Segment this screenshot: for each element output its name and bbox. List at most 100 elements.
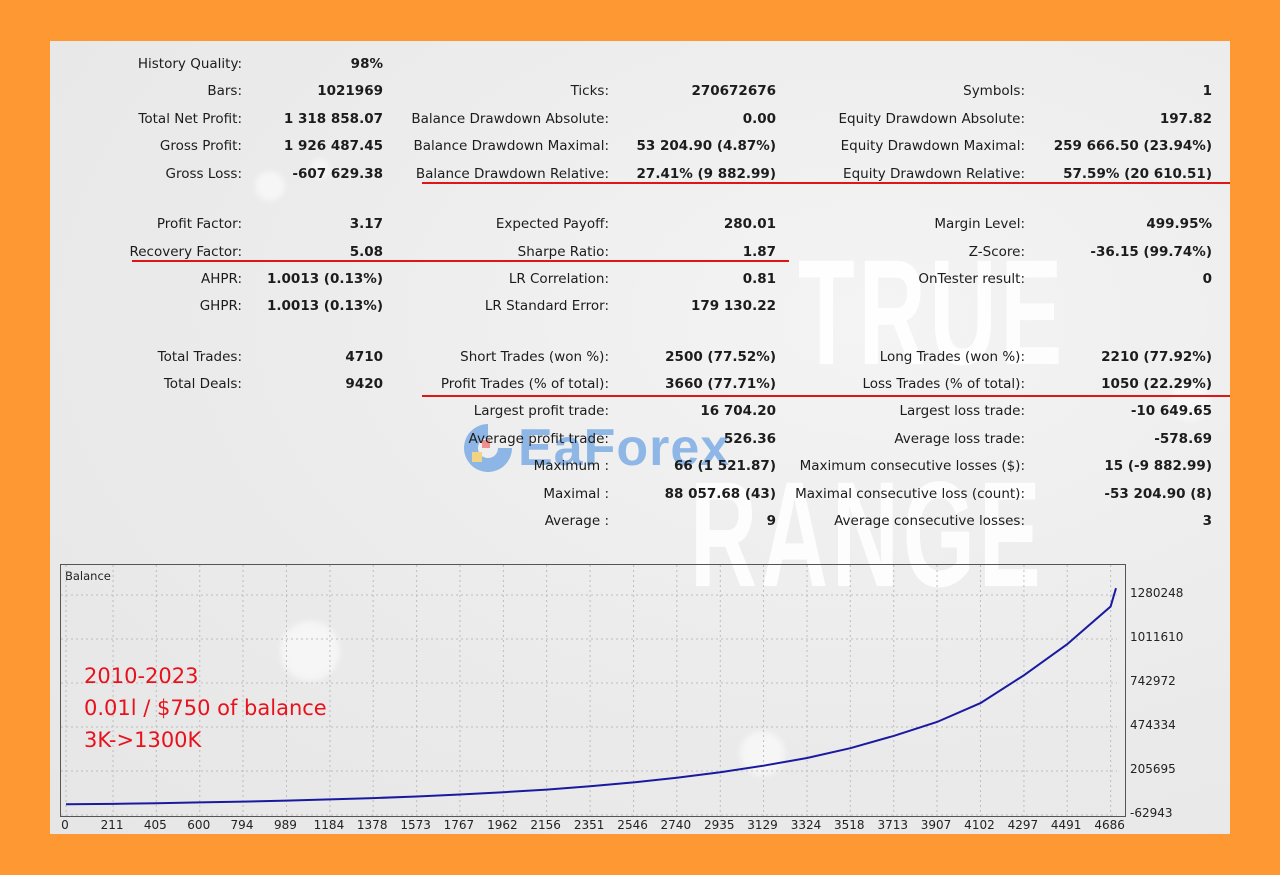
x-axis-tick-label: 1767 (443, 818, 475, 832)
stat-label: Loss Trades (% of total): (862, 376, 1025, 392)
stat-label: Balance Drawdown Absolute: (411, 111, 609, 127)
stat-label: Average profit trade: (468, 431, 609, 447)
highlight-underline-drawdown-relative (422, 182, 1230, 184)
stat-value: 1.0013 (0.13%) (267, 271, 383, 287)
highlight-underline-recovery-sharpe (132, 260, 789, 262)
highlight-underline-trades (422, 395, 1230, 397)
balance-chart: Balance (60, 564, 1126, 817)
stat-label: Average : (544, 513, 609, 529)
stat-label: Balance Drawdown Maximal: (413, 138, 610, 154)
x-axis-tick-label: 2935 (704, 818, 735, 832)
stat-value: 66 (1 521.87) (673, 458, 776, 474)
stat-value: 1 926 487.45 (283, 138, 383, 154)
stat-label: Profit Trades (% of total): (440, 376, 609, 392)
stat-value: 1.87 (742, 244, 776, 260)
stat-value: 1 318 858.07 (283, 111, 383, 127)
x-axis-tick-label: 3518 (833, 818, 865, 832)
balance-line (65, 587, 1117, 806)
stat-value: 1 (1202, 83, 1212, 99)
x-axis-tick-label: 1962 (487, 818, 518, 832)
stat-value: -607 629.38 (292, 166, 383, 182)
watermark-range: RANGE (690, 450, 1045, 618)
stat-label: Largest loss trade: (899, 403, 1025, 419)
brand-watermark: EaForex (458, 413, 730, 483)
stat-label: Profit Factor: (156, 216, 242, 232)
stat-value: 280.01 (723, 216, 776, 232)
stat-value: 526.36 (723, 431, 776, 447)
stat-value: -578.69 (1154, 431, 1212, 447)
stat-label: Gross Loss: (165, 166, 243, 182)
stat-label: Largest profit trade: (473, 403, 609, 419)
stat-value: 3 (1202, 513, 1212, 529)
chart-title: Balance (65, 569, 111, 583)
y-axis-tick-label: -62943 (1130, 806, 1173, 820)
x-axis-tick-label: 2740 (660, 818, 692, 832)
y-axis-tick-label: 205695 (1130, 762, 1176, 776)
stat-label: Symbols: (963, 83, 1025, 99)
x-axis-tick-label: 1573 (400, 818, 431, 832)
x-axis-tick-label: 600 (187, 818, 211, 832)
x-axis-tick-label: 4102 (964, 818, 995, 832)
stat-label: Margin Level: (934, 216, 1025, 232)
brand-text: EaForex (518, 419, 731, 477)
y-axis-tick-label: 742972 (1130, 673, 1176, 688)
stat-value: 0 (1202, 271, 1212, 287)
x-axis-tick-label: 211 (100, 818, 124, 832)
stat-value: -53 204.90 (8) (1104, 486, 1212, 502)
x-axis-tick-label: 2351 (573, 818, 605, 832)
stat-label: Short Trades (won %): (460, 349, 609, 365)
x-axis-tick-label: 2156 (530, 818, 561, 832)
stat-label: Total Trades: (157, 349, 242, 365)
annotation-growth: 3K->1300K (84, 728, 202, 752)
stat-label: Equity Drawdown Relative: (843, 166, 1025, 182)
stat-value: 15 (-9 882.99) (1104, 458, 1212, 474)
stat-value: 0.00 (742, 111, 776, 127)
stat-value: 0.81 (742, 271, 776, 287)
x-axis-tick-label: 3713 (877, 818, 909, 832)
x-axis-tick-label: 0 (61, 818, 69, 832)
stat-label: OnTester result: (918, 271, 1025, 287)
stat-label: GHPR: (199, 298, 242, 314)
bokeh-decoration (310, 159, 330, 179)
balance-line-plot (61, 565, 1117, 816)
stat-value: 2210 (77.92%) (1101, 349, 1212, 365)
stat-label: Recovery Factor: (129, 244, 242, 260)
stat-label: Bars: (207, 83, 242, 99)
x-axis-tick-label: 4491 (1050, 818, 1082, 832)
x-axis-tick-label: 3129 (747, 818, 778, 832)
stat-value: 179 130.22 (691, 298, 776, 314)
stat-label: LR Correlation: (508, 271, 609, 287)
stat-label: Sharpe Ratio: (517, 244, 609, 260)
stat-label: Total Deals: (163, 376, 242, 392)
x-axis-tick-label: 3324 (790, 818, 822, 832)
stat-label: AHPR: (200, 271, 242, 287)
stat-value: 499.95% (1146, 216, 1212, 232)
stat-label: Maximal : (543, 486, 609, 502)
stat-label: Z-Score: (968, 244, 1025, 260)
stat-label: History Quality: (137, 56, 242, 72)
eaforex-logo-icon (464, 424, 512, 472)
stat-label: Ticks: (570, 83, 609, 99)
stat-value: 270672676 (691, 83, 776, 99)
x-axis-tick-label: 1184 (313, 818, 345, 832)
x-axis-tick-label: 405 (143, 818, 167, 832)
x-axis-tick-label: 1378 (356, 818, 388, 832)
x-axis-tick-label: 989 (274, 818, 297, 832)
x-axis-tick-label: 4297 (1007, 818, 1039, 832)
stat-label: Equity Drawdown Maximal: (840, 138, 1025, 154)
watermark-true: TRUE (798, 228, 1067, 396)
bokeh-decoration (1170, 381, 1210, 421)
bokeh-decoration (255, 171, 285, 201)
stat-value: 9420 (345, 376, 383, 392)
stat-value: 16 704.20 (700, 403, 776, 419)
stat-label: Long Trades (won %): (879, 349, 1025, 365)
stat-value: 88 057.68 (43) (664, 486, 776, 502)
stat-value: 27.41% (9 882.99) (636, 166, 776, 182)
stat-value: 1050 (22.29%) (1101, 376, 1212, 392)
stat-label: Average consecutive losses: (834, 513, 1025, 529)
stat-value: 3660 (77.71%) (665, 376, 776, 392)
stat-label: Maximum consecutive losses ($): (799, 458, 1025, 474)
stat-label: Average loss trade: (894, 431, 1025, 447)
stat-label: Equity Drawdown Absolute: (838, 111, 1025, 127)
y-axis-tick-label: 1280248 (1130, 586, 1184, 600)
